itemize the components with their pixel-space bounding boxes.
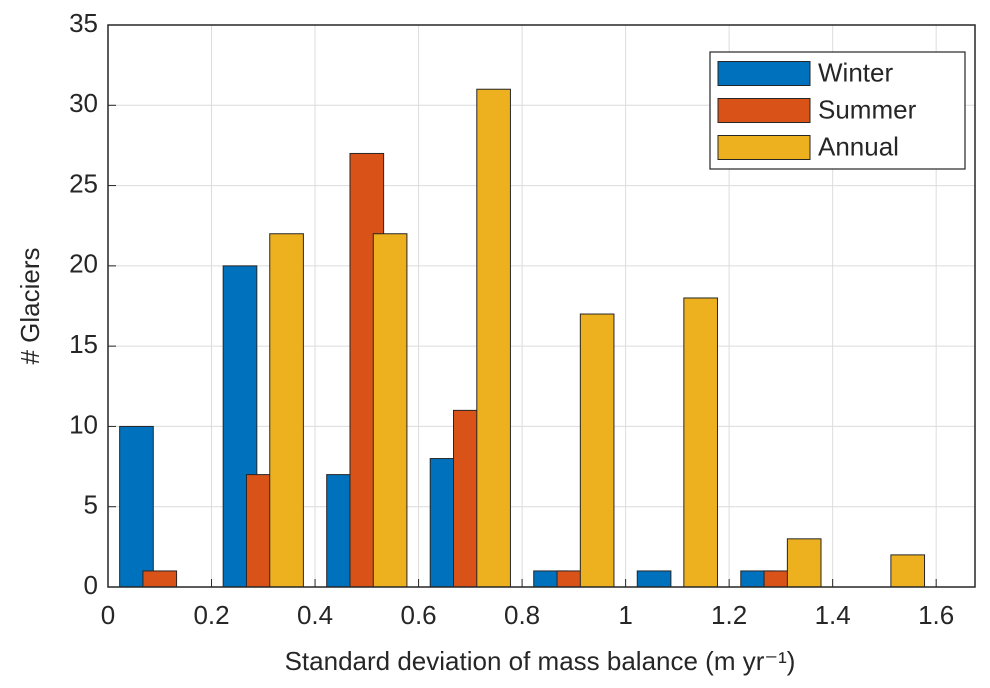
x-axis-label: Standard deviation of mass balance (m yr… — [285, 646, 796, 676]
bar — [372, 233, 408, 587]
bar — [683, 297, 718, 587]
bar — [476, 88, 511, 587]
legend-label: Winter — [818, 57, 893, 87]
ticks: 0 5 10 15 20 25 30 35 0 0.2 0.4 0.6 0.8 1 1.2 1.4 1.6 — [69, 8, 954, 630]
x-tick-label: 0.2 — [193, 600, 229, 630]
y-tick-label: 0 — [84, 570, 98, 600]
x-tick-label: 0.8 — [504, 600, 540, 630]
x-tick-label: 0.6 — [400, 600, 436, 630]
x-tick-label: 0.4 — [297, 600, 333, 630]
plot-frame — [107, 24, 976, 588]
bar — [890, 554, 926, 587]
y-tick-label: 10 — [69, 409, 98, 439]
bars — [119, 88, 926, 587]
bar — [786, 538, 822, 587]
legend-swatch — [717, 98, 811, 123]
bar — [579, 313, 615, 587]
legend: Winter Summer Annual — [709, 51, 966, 170]
y-tick-label: 30 — [69, 88, 98, 118]
y-tick-label: 15 — [69, 329, 98, 359]
x-tick-label: 1.2 — [711, 600, 747, 630]
y-tick-label: 25 — [69, 168, 98, 198]
x-tick-label: 1.6 — [918, 600, 954, 630]
legend-label: Annual — [818, 131, 899, 161]
x-tick-label: 1.4 — [815, 600, 851, 630]
legend-swatch — [717, 61, 811, 86]
legend-swatch — [717, 135, 811, 160]
bar — [142, 570, 178, 587]
y-tick-label: 35 — [69, 8, 98, 38]
y-tick-label: 20 — [69, 249, 98, 279]
legend-label: Summer — [818, 94, 917, 124]
bar — [119, 425, 154, 587]
y-tick-label: 5 — [84, 490, 98, 520]
x-tick-label: 0 — [101, 600, 115, 630]
x-tick-label: 1 — [618, 600, 632, 630]
bar — [636, 570, 672, 587]
bar — [269, 233, 304, 587]
y-axis-label: # Glaciers — [15, 247, 45, 364]
